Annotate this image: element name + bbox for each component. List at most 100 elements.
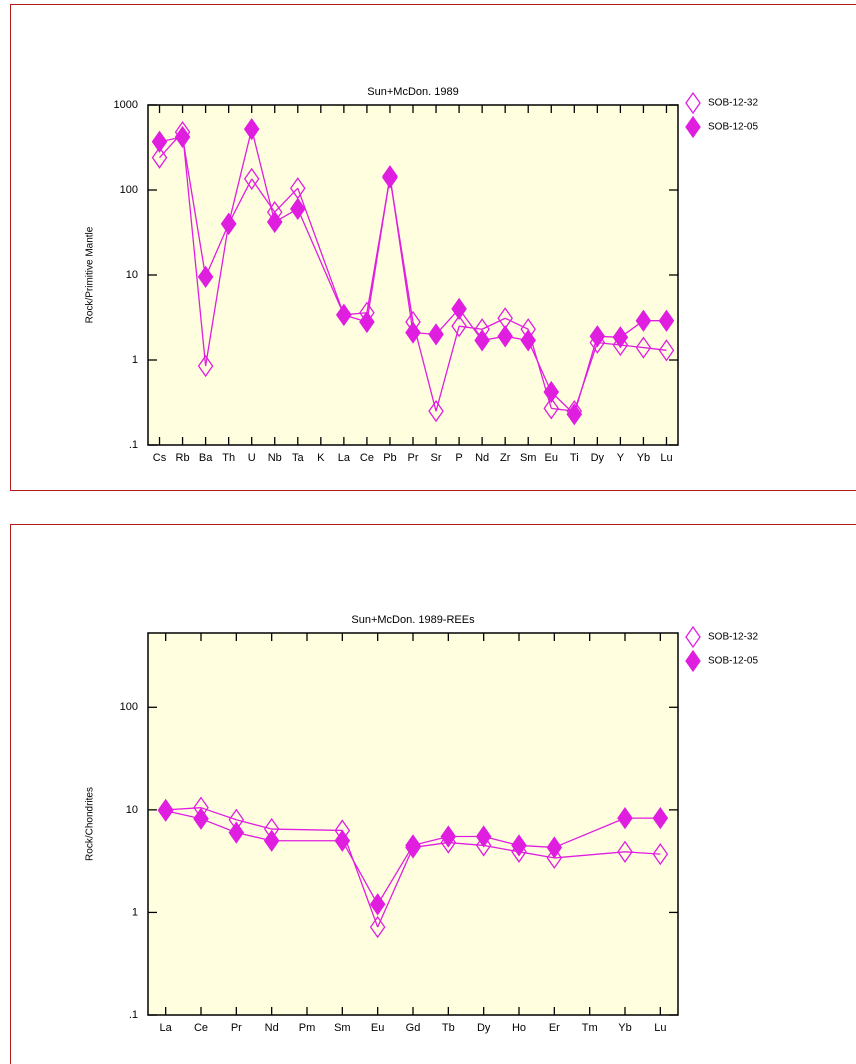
data-point [474, 329, 490, 352]
chart-title: Sun+McDon. 1989-REEs [351, 614, 475, 626]
series-line [341, 830, 379, 928]
data-point [566, 403, 583, 426]
x-tick-label: Sr [431, 452, 442, 464]
series-line [271, 828, 343, 832]
data-point [475, 825, 492, 848]
data-point [334, 829, 351, 852]
x-tick-label: Er [549, 1022, 560, 1034]
x-tick-label: Ba [199, 452, 213, 464]
x-tick-label: La [160, 1022, 173, 1034]
y-axis-label: Rock/Chondrites [85, 787, 96, 861]
x-tick-label: Cs [153, 452, 167, 464]
series-line [554, 851, 626, 859]
data-point [543, 397, 560, 420]
series-line [459, 325, 483, 330]
x-tick-label: Pm [299, 1022, 316, 1034]
data-point [193, 807, 209, 830]
y-tick-label: .1 [129, 439, 138, 451]
data-point [617, 840, 633, 863]
legend-marker [685, 115, 701, 139]
data-point [151, 146, 168, 169]
data-point [174, 125, 191, 149]
data-point [617, 807, 633, 830]
data-point [197, 265, 214, 289]
data-point [359, 310, 375, 334]
data-point [497, 325, 513, 348]
x-tick-label: Pb [383, 452, 396, 464]
x-tick-label: Pr [408, 452, 419, 464]
legend-marker [685, 91, 701, 115]
series-line [377, 847, 414, 928]
x-tick-label: Th [222, 452, 235, 464]
legend-label: SOB-12-32 [708, 632, 758, 643]
x-tick-label: P [455, 452, 462, 464]
x-tick-label: Gd [406, 1022, 421, 1034]
series-line [643, 346, 667, 351]
data-point [652, 807, 669, 830]
data-point [451, 315, 467, 338]
data-point [511, 834, 527, 857]
data-point [263, 829, 280, 852]
data-point [451, 297, 467, 320]
x-tick-label: Ce [194, 1022, 208, 1034]
x-tick-label: Rb [176, 452, 190, 464]
legend-label: SOB-12-32 [708, 98, 758, 109]
x-tick-label: Eu [545, 452, 558, 464]
data-point [475, 834, 492, 857]
data-point [151, 130, 168, 153]
x-tick-label: Ti [570, 452, 579, 464]
series-line [181, 136, 207, 277]
y-axis-label: Rock/Primitive Mantle [85, 226, 96, 323]
series-line [435, 326, 460, 412]
x-tick-label: Dy [477, 1022, 491, 1034]
data-point [243, 167, 260, 191]
x-tick-label: Lu [660, 452, 672, 464]
panel [10, 4, 856, 491]
y-tick-label: 1 [132, 906, 138, 918]
x-tick-label: Yb [637, 452, 650, 464]
series-line [204, 223, 230, 367]
series-line [527, 340, 552, 393]
data-point [652, 843, 669, 866]
x-tick-label: U [248, 452, 256, 464]
x-tick-label: Ho [512, 1022, 526, 1034]
panel [10, 524, 856, 1064]
data-point [243, 118, 260, 141]
series-line [228, 178, 253, 225]
y-tick-label: 10 [126, 804, 138, 816]
y-tick-label: 100 [120, 184, 138, 196]
series-line [366, 176, 391, 323]
y-tick-label: 10 [126, 269, 138, 281]
data-point [405, 321, 421, 344]
legend-label: SOB-12-05 [708, 122, 758, 133]
data-point [220, 212, 237, 235]
data-point [589, 325, 606, 348]
plot-area [147, 632, 679, 1016]
x-tick-label: K [317, 452, 325, 464]
plot-area [147, 104, 679, 446]
data-point [612, 326, 629, 349]
series-line [297, 208, 345, 316]
data-point [157, 799, 174, 822]
y-tick-label: 1000 [114, 99, 138, 111]
series-line [624, 851, 661, 855]
series-line [620, 344, 644, 349]
x-tick-label: Nb [268, 452, 282, 464]
data-point [428, 400, 444, 423]
data-point [428, 323, 444, 346]
x-tick-label: Sm [334, 1022, 351, 1034]
x-tick-label: Tm [582, 1022, 598, 1034]
x-tick-label: La [338, 452, 351, 464]
series-line [251, 128, 276, 223]
chart-title: Sun+McDon. 1989 [367, 86, 458, 98]
data-point [369, 893, 386, 916]
x-tick-label: Dy [591, 452, 605, 464]
x-tick-label: Zr [500, 452, 511, 464]
y-tick-label: .1 [129, 1009, 138, 1021]
legend-label: SOB-12-05 [708, 656, 758, 667]
y-tick-label: 1 [132, 354, 138, 366]
data-point [546, 836, 563, 859]
y-tick-label: 100 [120, 701, 138, 713]
series-line [377, 845, 414, 905]
series-line [573, 336, 598, 415]
